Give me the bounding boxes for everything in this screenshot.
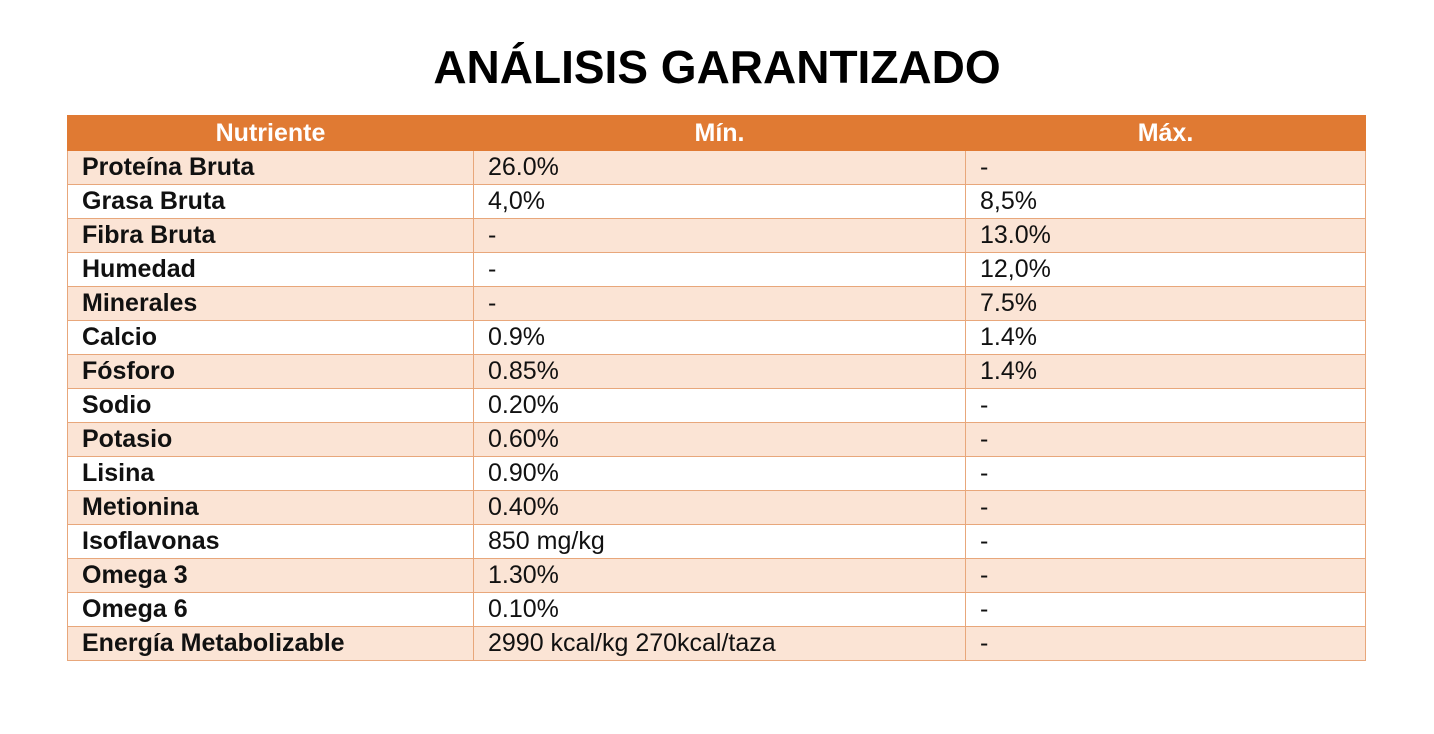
min-value: 0.90% xyxy=(473,456,966,491)
nutrient-name: Grasa Bruta xyxy=(67,184,474,219)
max-value: - xyxy=(965,524,1366,559)
table-row: Fibra Bruta - 13.0% xyxy=(67,218,1366,253)
max-value: 12,0% xyxy=(965,252,1366,287)
min-value: 0.85% xyxy=(473,354,966,389)
max-value: 8,5% xyxy=(965,184,1366,219)
min-value: 0.20% xyxy=(473,388,966,423)
table-row: Humedad - 12,0% xyxy=(67,252,1366,287)
nutrient-name: Isoflavonas xyxy=(67,524,474,559)
max-value: - xyxy=(965,490,1366,525)
nutrient-name: Fósforo xyxy=(67,354,474,389)
min-value: 0.40% xyxy=(473,490,966,525)
min-value: - xyxy=(473,252,966,287)
max-value: - xyxy=(965,626,1366,661)
header-row: Nutriente Mín. Máx. xyxy=(67,115,1366,151)
min-value: 850 mg/kg xyxy=(473,524,966,559)
min-value: 0.10% xyxy=(473,592,966,627)
table-row: Calcio 0.9% 1.4% xyxy=(67,320,1366,355)
table-row: Fósforo 0.85% 1.4% xyxy=(67,354,1366,389)
min-value: 0.60% xyxy=(473,422,966,457)
min-value: 1.30% xyxy=(473,558,966,593)
column-header-nutrient: Nutriente xyxy=(67,115,474,151)
max-value: 7.5% xyxy=(965,286,1366,321)
page-title: ANÁLISIS GARANTIZADO xyxy=(433,41,1001,93)
min-value: 0.9% xyxy=(473,320,966,355)
table-row: Potasio 0.60% - xyxy=(67,422,1366,457)
max-value: - xyxy=(965,592,1366,627)
table-row: Minerales - 7.5% xyxy=(67,286,1366,321)
nutrient-name: Humedad xyxy=(67,252,474,287)
nutrient-name: Fibra Bruta xyxy=(67,218,474,253)
nutrient-name: Metionina xyxy=(67,490,474,525)
nutrient-name: Proteína Bruta xyxy=(67,150,474,185)
min-value: 4,0% xyxy=(473,184,966,219)
nutrient-name: Omega 3 xyxy=(67,558,474,593)
table-row: Lisina 0.90% - xyxy=(67,456,1366,491)
table-row: Proteína Bruta 26.0% - xyxy=(67,150,1366,185)
nutrient-name: Omega 6 xyxy=(67,592,474,627)
nutrient-name: Minerales xyxy=(67,286,474,321)
table-row: Grasa Bruta 4,0% 8,5% xyxy=(67,184,1366,219)
min-value: 26.0% xyxy=(473,150,966,185)
nutrient-analysis-table: Nutriente Mín. Máx. Proteína Bruta 26.0%… xyxy=(67,115,1366,661)
nutrient-name: Potasio xyxy=(67,422,474,457)
table-row: Omega 6 0.10% - xyxy=(67,592,1366,627)
table-row: Metionina 0.40% - xyxy=(67,490,1366,525)
table-row: Omega 3 1.30% - xyxy=(67,558,1366,593)
table-header: Nutriente Mín. Máx. xyxy=(67,115,1366,151)
column-header-min: Mín. xyxy=(473,115,966,151)
max-value: 1.4% xyxy=(965,354,1366,389)
max-value: - xyxy=(965,456,1366,491)
min-value: 2990 kcal/kg 270kcal/taza xyxy=(473,626,966,661)
max-value: - xyxy=(965,422,1366,457)
table-row: Isoflavonas 850 mg/kg - xyxy=(67,524,1366,559)
max-value: - xyxy=(965,558,1366,593)
nutrient-name: Sodio xyxy=(67,388,474,423)
nutrient-name: Lisina xyxy=(67,456,474,491)
column-header-max: Máx. xyxy=(965,115,1366,151)
table-row: Energía Metabolizable 2990 kcal/kg 270kc… xyxy=(67,626,1366,661)
min-value: - xyxy=(473,218,966,253)
min-value: - xyxy=(473,286,966,321)
max-value: - xyxy=(965,150,1366,185)
table-body: Proteína Bruta 26.0% - Grasa Bruta 4,0% … xyxy=(67,150,1366,661)
max-value: 13.0% xyxy=(965,218,1366,253)
nutrient-name: Calcio xyxy=(67,320,474,355)
max-value: 1.4% xyxy=(965,320,1366,355)
table-row: Sodio 0.20% - xyxy=(67,388,1366,423)
nutrient-name: Energía Metabolizable xyxy=(67,626,474,661)
max-value: - xyxy=(965,388,1366,423)
